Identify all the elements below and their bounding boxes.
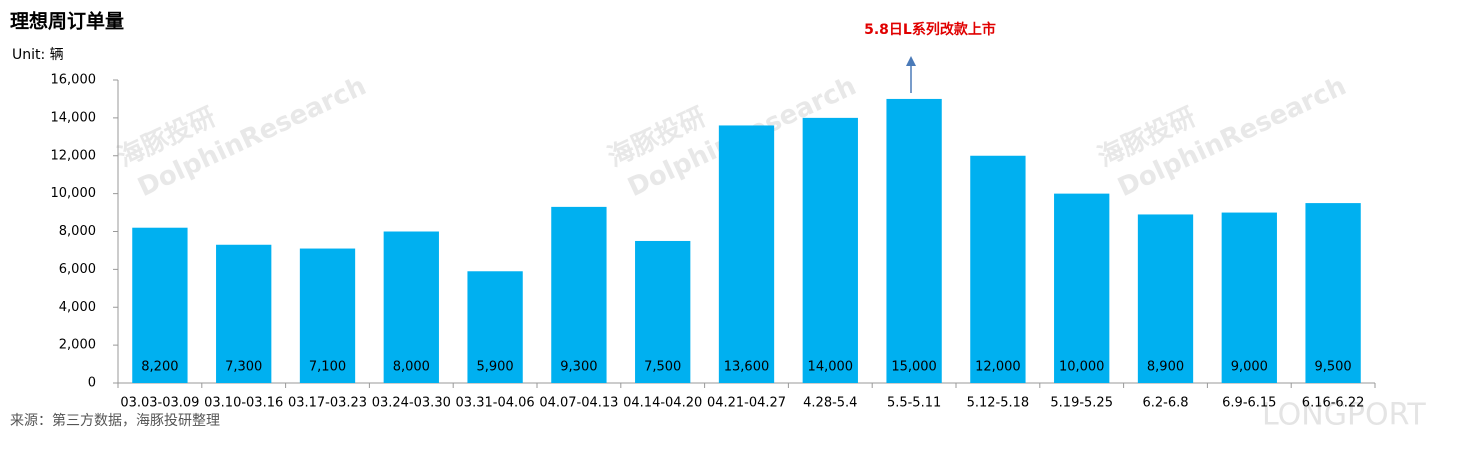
y-tick-label: 2,000 [59,338,96,353]
bar [216,244,272,383]
annotation: 5.8日L系列改款上市 [864,21,996,38]
y-tick-label: 6,000 [59,262,96,277]
chart-title: 理想周订单量 [10,10,124,33]
bar [383,231,439,383]
watermark: LONGPORT [1262,398,1426,433]
y-tick-label: 12,000 [51,148,97,163]
bar [1054,193,1110,383]
x-tick-label: 5.19-5.25 [1050,396,1113,411]
x-tick-label: 03.10-03.16 [204,396,283,411]
bar [1137,214,1194,383]
value-label: 5,900 [476,360,513,375]
x-tick-label: 04.21-04.27 [707,396,786,411]
value-label: 14,000 [808,360,854,375]
bar [132,227,188,383]
x-tick-label: 04.14-04.20 [623,396,702,411]
bar [718,125,775,383]
bar [1305,203,1361,383]
value-label: 12,000 [975,360,1021,375]
x-tick-label: 03.24-03.30 [372,396,451,411]
x-tick-label: 03.17-03.23 [288,396,367,411]
x-tick-label: 4.28-5.4 [803,396,857,411]
bar [551,206,607,383]
bar [970,155,1026,383]
bar [635,240,691,383]
bar [299,248,356,383]
x-tick-label: 04.07-04.13 [539,396,618,411]
x-tick-label: 03.31-04.06 [456,396,535,411]
y-tick-label: 0 [88,376,96,391]
value-label: 7,500 [644,360,681,375]
y-tick-label: 16,000 [51,73,97,88]
value-label: 7,300 [225,360,262,375]
y-tick-label: 8,000 [59,224,96,239]
y-tick-label: 14,000 [51,110,97,125]
value-label: 7,100 [309,360,346,375]
value-label: 8,000 [393,360,430,375]
value-label: 10,000 [1059,360,1105,375]
value-label: 15,000 [891,360,937,375]
value-label: 9,300 [560,360,597,375]
x-tick-label: 6.9-6.15 [1222,396,1276,411]
source-note: 来源：第三方数据，海豚投研整理 [10,412,220,429]
value-label: 13,600 [724,360,770,375]
x-tick-label: 5.5-5.11 [887,396,941,411]
x-tick-label: 6.16-6.22 [1302,396,1365,411]
bar [1221,212,1277,383]
x-tick-label: 6.2-6.8 [1142,396,1188,411]
y-tick-label: 10,000 [51,186,97,201]
unit-label: Unit: 辆 [12,47,64,63]
bar [802,117,858,383]
y-tick-label: 4,000 [59,300,96,315]
x-tick-label: 5.12-5.18 [967,396,1030,411]
x-tick-label: 03.03-03.09 [120,396,199,411]
value-label: 9,500 [1314,360,1351,375]
value-label: 8,200 [141,360,178,375]
bar [886,98,942,383]
value-label: 9,000 [1231,360,1268,375]
bar [467,271,523,383]
value-label: 8,900 [1147,360,1184,375]
annotation-arrowhead [906,56,916,66]
